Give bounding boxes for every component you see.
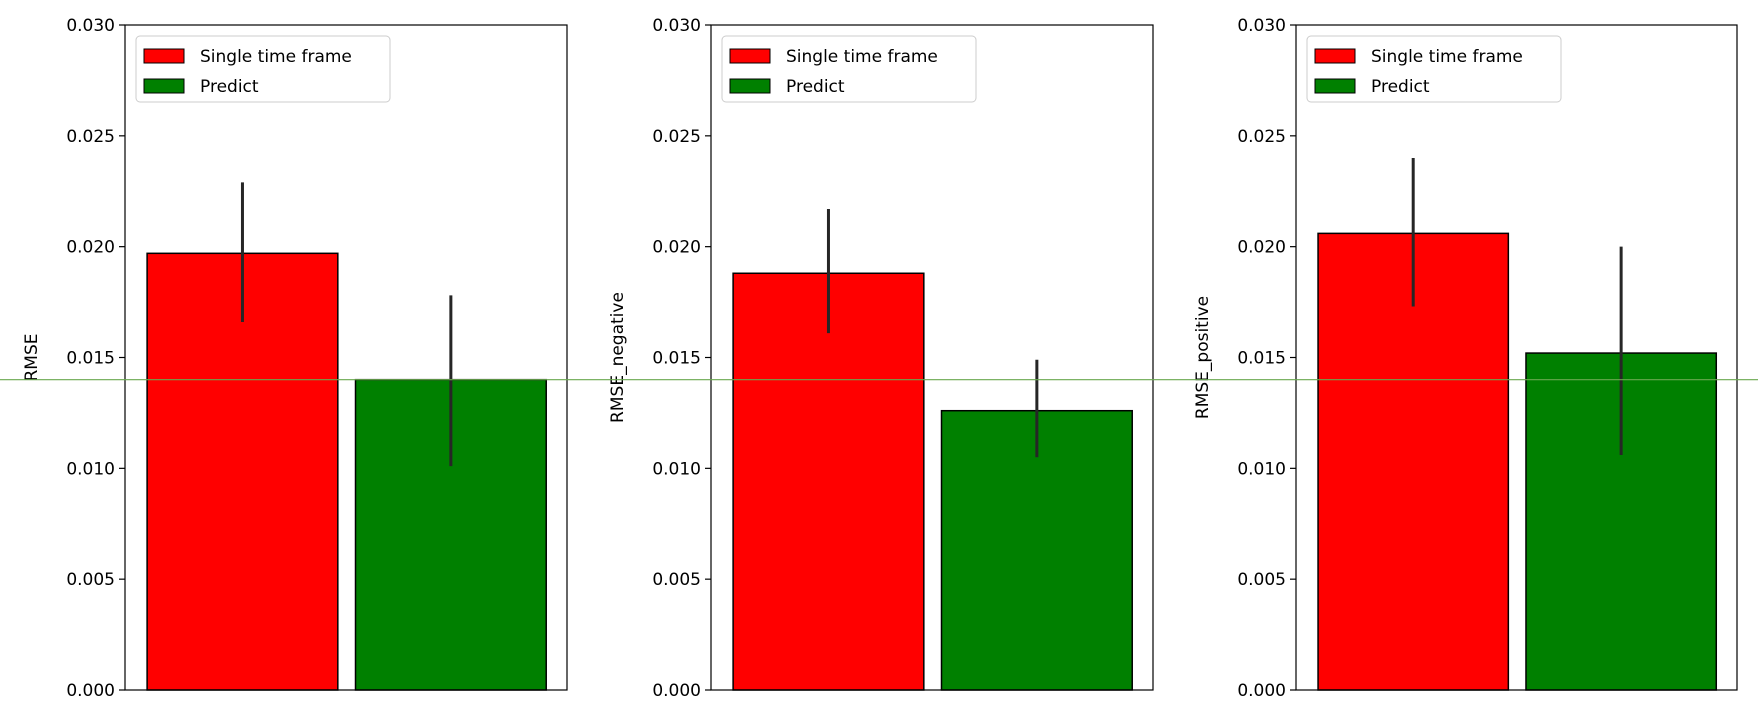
legend-box bbox=[135, 35, 391, 103]
y-tick-label: 0.030 bbox=[1237, 16, 1286, 36]
legend-label-predict: Predict bbox=[200, 77, 259, 97]
bar-single-time-frame bbox=[146, 252, 339, 691]
y-tick-label: 0.015 bbox=[1237, 349, 1286, 369]
legend-box bbox=[1306, 35, 1562, 103]
legend-label-single-time-frame: Single time frame bbox=[1371, 47, 1523, 67]
y-tick-label: 0.010 bbox=[1237, 459, 1286, 479]
y-tick-label: 0.010 bbox=[66, 459, 115, 479]
y-tick-label: 0.005 bbox=[1237, 570, 1286, 590]
y-tick-label: 0.025 bbox=[66, 127, 115, 147]
y-tick-label: 0.000 bbox=[652, 681, 701, 701]
y-tick-label: 0.015 bbox=[66, 349, 115, 369]
y-tick-label: 0.005 bbox=[66, 570, 115, 590]
y-tick-label: 0.000 bbox=[66, 681, 115, 701]
legend-label-predict: Predict bbox=[1371, 77, 1430, 97]
legend-box bbox=[721, 35, 977, 103]
legend-label-single-time-frame: Single time frame bbox=[786, 47, 938, 67]
legend-swatch-single-time-frame bbox=[729, 48, 771, 64]
bar-single-time-frame bbox=[732, 272, 925, 691]
y-tick-label: 0.025 bbox=[1237, 127, 1286, 147]
y-tick-label: 0.015 bbox=[652, 349, 701, 369]
legend-swatch-single-time-frame bbox=[1314, 48, 1356, 64]
legend-swatch-predict bbox=[729, 78, 771, 94]
y-axis-label: RMSE_negative bbox=[608, 292, 628, 423]
y-axis-label: RMSE bbox=[22, 333, 42, 381]
y-tick-label: 0.005 bbox=[652, 570, 701, 590]
legend-swatch-predict bbox=[1314, 78, 1356, 94]
y-tick-label: 0.030 bbox=[652, 16, 701, 36]
y-tick-label: 0.020 bbox=[652, 238, 701, 258]
y-tick-label: 0.020 bbox=[66, 238, 115, 258]
y-tick-label: 0.020 bbox=[1237, 238, 1286, 258]
chart-panel-1: 0.000 0.005 0.010 0.015 0.020 0.025 0.030 RMSE S… bbox=[22, 16, 568, 701]
chart-panel-2: 0.000 0.005 0.010 0.015 0.020 0.025 0.030 RMSE_… bbox=[608, 16, 1154, 701]
legend-label-predict: Predict bbox=[786, 77, 845, 97]
legend-swatch-single-time-frame bbox=[143, 48, 185, 64]
bar-single-time-frame bbox=[1317, 232, 1510, 691]
legend-swatch-predict bbox=[143, 78, 185, 94]
legend-label-single-time-frame: Single time frame bbox=[200, 47, 352, 67]
y-tick-label: 0.010 bbox=[652, 459, 701, 479]
y-tick-label: 0.030 bbox=[66, 16, 115, 36]
y-tick-label: 0.000 bbox=[1237, 681, 1286, 701]
chart-panel-3: 0.000 0.005 0.010 0.015 0.020 0.025 0.030 RMSE_… bbox=[1193, 16, 1738, 701]
y-axis-label: RMSE_positive bbox=[1193, 296, 1213, 419]
y-tick-label: 0.025 bbox=[652, 127, 701, 147]
